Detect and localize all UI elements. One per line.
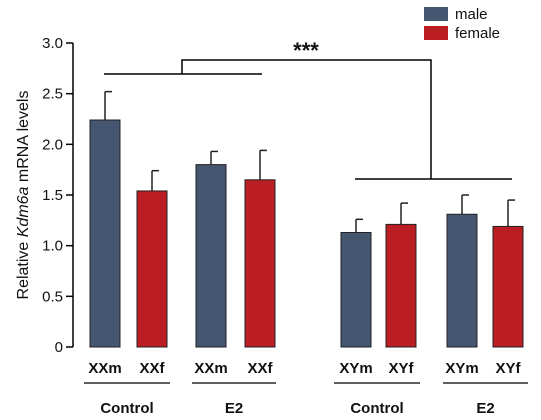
legend-label-male: male xyxy=(455,6,488,23)
legend-label-female: female xyxy=(455,25,500,42)
x-axis-labels: XXm XXf XXm XXf XYm XYf XYm XYf xyxy=(88,360,521,377)
x-category-label: XYm xyxy=(445,360,478,377)
bar-xxf xyxy=(245,180,275,347)
y-tick-label: 1.5 xyxy=(42,187,63,204)
x-category-label: XXf xyxy=(139,360,165,377)
bar-xym xyxy=(447,214,477,347)
group-label-control: Control xyxy=(350,400,403,417)
y-tick-label: 1.0 xyxy=(42,238,63,255)
x-category-label: XXm xyxy=(88,360,121,377)
x-category-label: XXm xyxy=(194,360,227,377)
significance-brackets xyxy=(104,60,512,179)
x-category-label: XYf xyxy=(388,360,414,377)
bar-xxf xyxy=(137,191,167,347)
y-axis-label-prefix: Relative xyxy=(15,237,32,299)
y-axis: 0 0.5 1.0 1.5 2.0 2.5 3.0 xyxy=(42,35,73,356)
y-axis-label-suffix: mRNA levels xyxy=(15,91,32,187)
y-tick-label: 3.0 xyxy=(42,35,63,52)
group-label-e2: E2 xyxy=(225,400,243,417)
bar-xxm xyxy=(196,165,226,347)
y-tick-label: 0 xyxy=(55,339,63,356)
x-category-label: XXf xyxy=(247,360,273,377)
group-labels: Control E2 Control E2 xyxy=(84,383,528,417)
y-tick-label: 0.5 xyxy=(42,288,63,305)
x-category-label: XYf xyxy=(495,360,521,377)
group-label-e2: E2 xyxy=(476,400,494,417)
bar-xym xyxy=(341,232,371,347)
y-tick-label: 2.0 xyxy=(42,136,63,153)
legend-swatch-male xyxy=(424,7,448,21)
significance-label: *** xyxy=(293,38,319,63)
y-tick-label: 2.5 xyxy=(42,86,63,103)
legend-swatch-female xyxy=(424,26,448,40)
bar-xyf xyxy=(493,226,523,347)
y-axis-label-gene: Kdm6a xyxy=(15,186,32,237)
bars xyxy=(90,92,523,347)
y-axis-label: Relative Kdm6a mRNA levels xyxy=(15,91,32,300)
bar-xxm xyxy=(90,120,120,347)
group-label-control: Control xyxy=(100,400,153,417)
bar-xyf xyxy=(386,224,416,347)
legend: male female xyxy=(424,6,500,42)
x-category-label: XYm xyxy=(339,360,372,377)
bracket-connector xyxy=(182,60,431,179)
